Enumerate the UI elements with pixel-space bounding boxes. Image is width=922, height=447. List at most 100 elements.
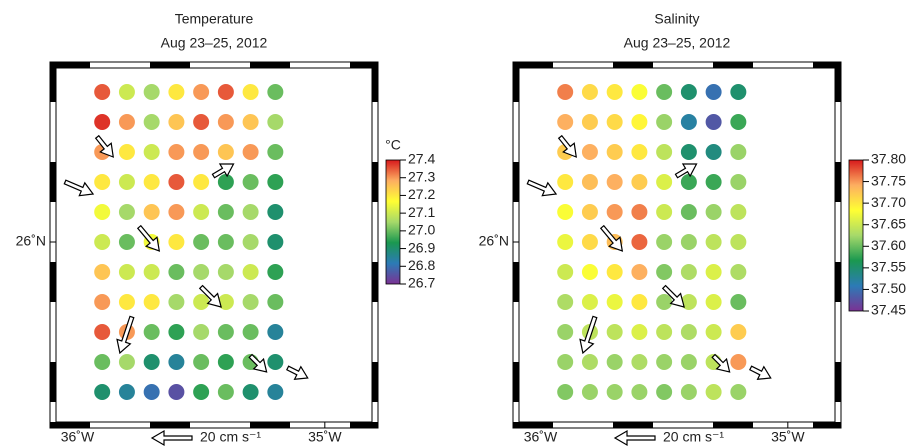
scale-arrow	[613, 429, 656, 447]
data-point	[557, 174, 574, 190]
colorbar-label: °C	[385, 137, 401, 153]
colorbar-tick-label: 26.7	[408, 275, 435, 291]
data-point	[631, 294, 648, 310]
data-point	[631, 384, 648, 400]
y-tick-label: 26˚N	[479, 233, 509, 249]
map-inner	[518, 67, 836, 423]
data-point	[168, 324, 185, 340]
data-point	[656, 234, 673, 250]
data-point	[581, 204, 598, 220]
colorbar-tick-label: 37.45	[871, 302, 906, 318]
colorbar-tick-label: 27.2	[408, 186, 435, 202]
data-point	[242, 204, 259, 220]
data-point	[606, 294, 623, 310]
data-point	[242, 324, 259, 340]
data-point	[193, 144, 210, 160]
data-point	[118, 114, 135, 130]
data-point	[631, 264, 648, 280]
data-point	[94, 84, 111, 100]
data-point	[705, 174, 722, 190]
data-point	[656, 144, 673, 160]
data-point	[656, 324, 673, 340]
data-point	[267, 384, 284, 400]
data-point	[730, 264, 747, 280]
data-point	[118, 144, 135, 160]
data-point	[217, 354, 234, 370]
data-point	[656, 264, 673, 280]
data-point	[94, 174, 111, 190]
data-point	[242, 264, 259, 280]
data-point	[581, 234, 598, 250]
data-point	[143, 174, 160, 190]
colorbar-tick-label: 37.70	[871, 194, 906, 210]
x-tick-label: 35˚W	[771, 429, 805, 445]
chart-subtitle: Aug 23–25, 2012	[161, 35, 268, 51]
data-point	[217, 264, 234, 280]
data-point	[656, 384, 673, 400]
velocity-vector	[749, 365, 772, 380]
data-point	[730, 174, 747, 190]
data-point	[118, 354, 135, 370]
data-point	[118, 264, 135, 280]
data-point	[581, 294, 598, 310]
x-tick-label: 35˚W	[308, 429, 342, 445]
data-point	[680, 204, 697, 220]
data-point	[168, 264, 185, 280]
data-point	[631, 114, 648, 130]
data-point	[168, 354, 185, 370]
scale-arrow	[150, 429, 193, 447]
data-point	[193, 114, 210, 130]
velocity-vector	[557, 134, 577, 158]
data-point	[118, 174, 135, 190]
data-point	[242, 294, 259, 310]
colorbar-tick-label: 37.65	[871, 215, 906, 231]
data-point	[581, 84, 598, 100]
data-point	[193, 234, 210, 250]
data-point	[94, 234, 111, 250]
velocity-vector	[286, 365, 309, 380]
data-point	[680, 354, 697, 370]
velocity-vector	[211, 163, 235, 179]
colorbar	[848, 159, 864, 312]
data-point	[94, 264, 111, 280]
data-point	[705, 114, 722, 130]
colorbar-tick-label: 27.0	[408, 222, 435, 238]
data-point	[168, 384, 185, 400]
data-point	[143, 354, 160, 370]
data-point	[581, 114, 598, 130]
velocity-vector	[94, 134, 114, 158]
data-point	[581, 384, 598, 400]
velocity-vector	[116, 315, 135, 355]
data-point	[193, 264, 210, 280]
data-point	[168, 114, 185, 130]
data-point	[217, 114, 234, 130]
data-point	[217, 324, 234, 340]
data-point	[730, 234, 747, 250]
colorbar-tick-label: 37.60	[871, 237, 906, 253]
data-point	[94, 204, 111, 220]
data-point	[680, 264, 697, 280]
data-point	[557, 84, 574, 100]
chart-subtitle: Aug 23–25, 2012	[624, 35, 731, 51]
colorbar-tick-label: 26.8	[408, 257, 435, 273]
data-point	[581, 264, 598, 280]
data-point	[557, 294, 574, 310]
velocity-vector	[63, 179, 95, 197]
chart-title: Salinity	[654, 11, 699, 27]
colorbar-tick-label: 27.1	[408, 204, 435, 220]
data-point	[118, 84, 135, 100]
data-point	[242, 174, 259, 190]
colorbar-tick-label: 37.80	[871, 151, 906, 167]
data-point	[606, 384, 623, 400]
data-point	[680, 234, 697, 250]
data-point	[242, 84, 259, 100]
data-point	[193, 294, 210, 310]
velocity-vector	[711, 353, 731, 373]
data-point	[217, 384, 234, 400]
data-point	[631, 204, 648, 220]
data-point	[557, 354, 574, 370]
data-point	[631, 174, 648, 190]
data-point	[730, 144, 747, 160]
colorbar-tick-label: 26.9	[408, 239, 435, 255]
data-point	[631, 354, 648, 370]
